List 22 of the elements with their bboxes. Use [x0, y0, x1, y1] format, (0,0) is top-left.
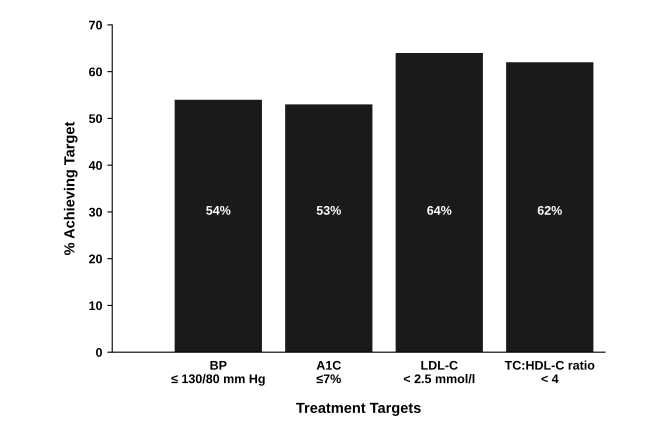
y-tick-label: 70 — [89, 20, 102, 30]
x-tick-label: LDL-C < 2.5 mmol/l — [404, 360, 474, 384]
x-tick-label: TC:HDL-C ratio < 4 — [504, 360, 594, 384]
data-label: 53% — [316, 206, 341, 215]
x-axis-title: Treatment Targets — [296, 402, 421, 416]
y-tick-label: 20 — [89, 254, 102, 264]
y-tick-label: 40 — [88, 160, 102, 170]
bar — [174, 100, 262, 352]
y-axis-title: % Achieving Target — [64, 122, 78, 256]
data-label: 62% — [538, 206, 562, 215]
data-label: 64% — [427, 206, 452, 215]
x-tick-label: BP ≤ 130/80 mm Hg — [171, 361, 265, 386]
y-tick-label: 10 — [89, 301, 102, 310]
bar — [285, 104, 372, 352]
bar — [506, 62, 594, 352]
y-tick-label: 0 — [96, 348, 102, 357]
y-tick-label: 30 — [88, 208, 102, 217]
data-label: 54% — [206, 206, 230, 215]
y-tick-label: 50 — [88, 114, 102, 124]
x-tick-label: A1C ≤7% — [316, 360, 341, 384]
bar — [396, 52, 483, 352]
y-tick-label: 60 — [89, 67, 102, 76]
